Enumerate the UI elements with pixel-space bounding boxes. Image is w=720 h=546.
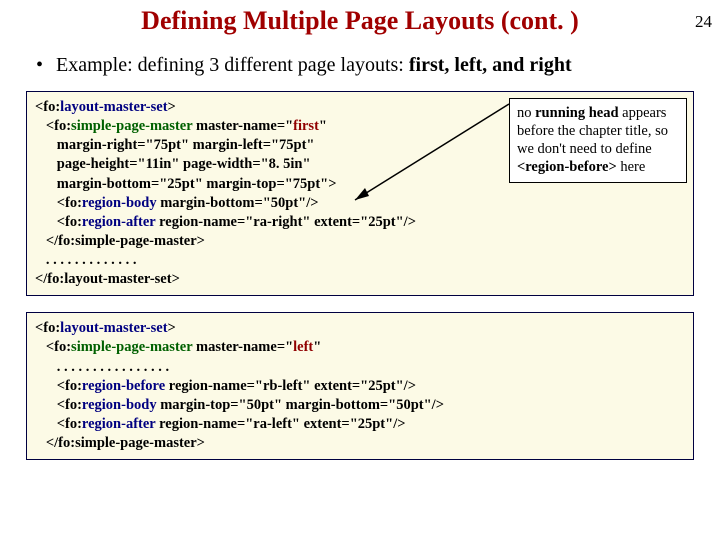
code-line: </fo:simple-page-master> <box>35 232 685 251</box>
t: <fo: <box>35 118 71 134</box>
code-line: . . . . . . . . . . . . . <box>35 251 685 270</box>
code-line: <fo:layout-master-set> <box>35 319 685 338</box>
t: region-name="ra-left" extent="25pt"/> <box>155 416 405 432</box>
page-number: 24 <box>695 12 712 32</box>
t: <fo: <box>35 320 60 336</box>
t: <fo: <box>35 397 82 413</box>
kw: region-before <box>82 378 165 394</box>
kw: simple-page-master <box>71 118 192 134</box>
code-line: <fo:region-before region-name="rb-left" … <box>35 377 685 396</box>
page-title: Defining Multiple Page Layouts (cont. ) <box>0 6 720 36</box>
callout-bold: <region-before> <box>517 159 617 175</box>
kw: layout-master-set <box>60 320 167 336</box>
kw: left <box>293 339 313 355</box>
code-line: </fo:layout-master-set> <box>35 270 685 289</box>
t: margin-top="50pt" margin-bottom="50pt"/> <box>157 397 444 413</box>
callout-text: no <box>517 105 535 121</box>
code-line: <fo:simple-page-master master-name="left… <box>35 338 685 357</box>
t: <fo: <box>35 416 82 432</box>
kw: simple-page-master <box>71 339 192 355</box>
kw: region-body <box>82 195 157 211</box>
kw: region-after <box>82 416 156 432</box>
t: region-name="ra-right" extent="25pt"/> <box>155 214 415 230</box>
callout-bold: running head <box>535 105 618 121</box>
code-line: <fo:region-after region-name="ra-right" … <box>35 213 685 232</box>
bullet-text: Example: defining 3 different page layou… <box>56 54 409 76</box>
t: master-name=" <box>192 339 293 355</box>
kw: region-after <box>82 214 156 230</box>
kw: layout-master-set <box>60 99 167 115</box>
example-bullet: •Example: defining 3 different page layo… <box>36 54 720 77</box>
t: master-name=" <box>192 118 293 134</box>
code-line: <fo:region-body margin-bottom="50pt"/> <box>35 194 685 213</box>
t: <fo: <box>35 339 71 355</box>
t: <fo: <box>35 195 82 211</box>
t: <fo: <box>35 214 82 230</box>
code-line: <fo:region-after region-name="ra-left" e… <box>35 415 685 434</box>
kw: first <box>293 118 319 134</box>
code-box-first: <fo:layout-master-set> <fo:simple-page-m… <box>26 91 694 296</box>
t: > <box>168 99 176 115</box>
bullet-bold: first, left, and right <box>409 54 572 76</box>
t: " <box>319 118 327 134</box>
code-line: </fo:simple-page-master> <box>35 434 685 453</box>
callout-text: here <box>617 159 646 175</box>
code-line: <fo:region-body margin-top="50pt" margin… <box>35 396 685 415</box>
callout-box: no running head appears before the chapt… <box>509 98 687 183</box>
bullet-dot: • <box>36 54 56 77</box>
t: > <box>168 320 176 336</box>
t: <fo: <box>35 378 82 394</box>
code-line: . . . . . . . . . . . . . . . . <box>35 358 685 377</box>
kw: region-body <box>82 397 157 413</box>
t: " <box>313 339 321 355</box>
code-box-left: <fo:layout-master-set> <fo:simple-page-m… <box>26 312 694 460</box>
t: <fo: <box>35 99 60 115</box>
t: margin-bottom="50pt"/> <box>157 195 319 211</box>
t: region-name="rb-left" extent="25pt"/> <box>165 378 416 394</box>
